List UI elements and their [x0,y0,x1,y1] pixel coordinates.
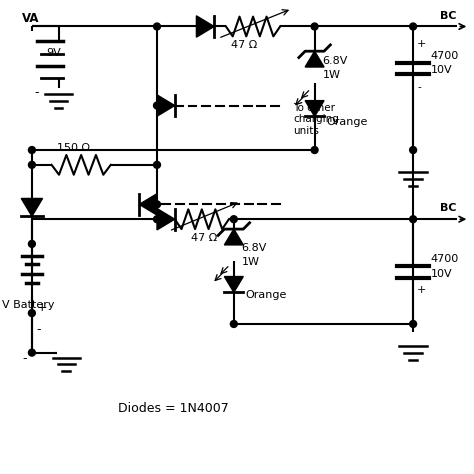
Text: 4700: 4700 [431,254,459,264]
Polygon shape [139,194,157,215]
Text: BC: BC [440,10,456,20]
Text: To other: To other [293,102,335,112]
Text: -: - [22,353,27,365]
Polygon shape [224,276,243,292]
Polygon shape [224,229,243,245]
Text: +: + [37,301,47,314]
Text: 10V: 10V [431,65,453,75]
Text: 47 Ω: 47 Ω [231,40,257,50]
Circle shape [154,102,161,109]
Text: VA: VA [22,11,39,25]
Circle shape [154,201,161,208]
Circle shape [410,23,417,30]
Circle shape [410,146,417,154]
Text: charging: charging [293,114,339,124]
Text: -: - [417,82,421,92]
Circle shape [311,146,318,154]
Circle shape [410,320,417,328]
Text: 4700: 4700 [431,51,459,61]
Circle shape [154,161,161,168]
Text: 47 Ω: 47 Ω [191,233,218,243]
Text: Orange: Orange [246,290,287,300]
Circle shape [410,216,417,223]
Circle shape [28,161,36,168]
Text: 6.8V: 6.8V [322,56,348,66]
Text: 10V: 10V [431,269,453,279]
Text: V Battery: V Battery [2,300,55,310]
Text: +: + [417,39,427,49]
Circle shape [230,216,237,223]
Text: Orange: Orange [327,118,368,128]
Text: -: - [35,86,39,99]
Text: units: units [293,126,319,136]
Circle shape [154,23,161,30]
Polygon shape [196,16,214,37]
Text: Diodes = 1N4007: Diodes = 1N4007 [118,402,228,415]
Circle shape [28,349,36,356]
Circle shape [230,320,237,328]
Text: 150 Ω: 150 Ω [56,143,90,153]
Text: 1W: 1W [242,257,260,267]
Polygon shape [157,95,175,116]
Text: +: + [417,285,427,295]
Polygon shape [21,199,43,216]
Circle shape [28,146,36,154]
Circle shape [28,240,36,247]
Text: BC: BC [440,203,456,213]
Text: 1W: 1W [322,70,340,80]
Polygon shape [157,209,175,230]
Text: 9V: 9V [46,48,62,58]
Circle shape [311,23,318,30]
Polygon shape [305,100,324,117]
Text: -: - [37,323,41,336]
Circle shape [28,310,36,317]
Circle shape [154,216,161,223]
Polygon shape [305,51,324,67]
Text: 6.8V: 6.8V [242,243,267,253]
